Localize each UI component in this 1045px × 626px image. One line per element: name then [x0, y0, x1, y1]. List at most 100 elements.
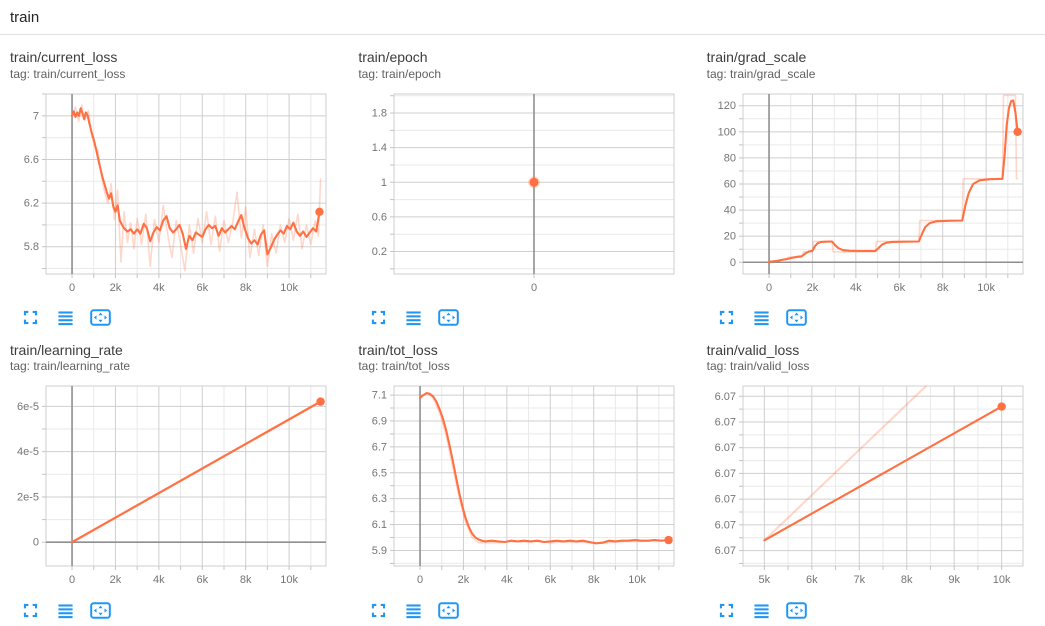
fullscreen-button[interactable] — [19, 308, 41, 328]
chart-plot[interactable]: 00.20.611.41.8 — [350, 88, 683, 300]
svg-text:0: 0 — [531, 282, 537, 294]
svg-text:4k: 4k — [153, 282, 165, 294]
svg-text:0: 0 — [730, 256, 736, 268]
chart-card-current-loss: train/current_loss tag: train/current_lo… — [0, 47, 348, 334]
chart-title: train/valid_loss — [707, 342, 1045, 360]
svg-text:6.07: 6.07 — [714, 494, 735, 506]
svg-text:80: 80 — [723, 152, 735, 164]
chart-toolbar — [0, 592, 348, 626]
svg-text:10k: 10k — [629, 574, 647, 586]
svg-text:20: 20 — [723, 230, 735, 242]
fullscreen-icon — [370, 309, 387, 326]
fit-domain-to-data-button[interactable] — [437, 308, 459, 328]
svg-text:5.9: 5.9 — [372, 545, 387, 557]
svg-text:6.7: 6.7 — [372, 441, 387, 453]
chart-tag: tag: train/grad_scale — [707, 67, 1045, 82]
chart-toolbar — [697, 592, 1045, 626]
fit-domain-to-data-button[interactable] — [786, 600, 808, 620]
svg-text:6.1: 6.1 — [372, 519, 387, 531]
chart-toolbar — [348, 592, 696, 626]
toggle-runs-button[interactable] — [751, 600, 773, 620]
fullscreen-button[interactable] — [716, 308, 738, 328]
toggle-runs-button[interactable] — [751, 308, 773, 328]
svg-text:2k: 2k — [458, 574, 470, 586]
chart-toolbar — [697, 300, 1045, 334]
svg-text:6.5: 6.5 — [372, 467, 387, 479]
fullscreen-button[interactable] — [367, 600, 389, 620]
chart-title: train/epoch — [358, 49, 696, 67]
toggle-runs-button[interactable] — [54, 600, 76, 620]
chart-card-tot-loss: train/tot_loss tag: train/tot_loss 0 2k 4k… — [348, 340, 696, 626]
svg-text:0: 0 — [69, 574, 75, 586]
fit-domain-to-data-button[interactable] — [437, 600, 459, 620]
svg-text:6k: 6k — [893, 282, 905, 294]
svg-text:5.8: 5.8 — [24, 241, 39, 253]
svg-text:7k: 7k — [853, 574, 865, 586]
chart-tag: tag: train/tot_loss — [358, 359, 696, 374]
svg-text:0.6: 0.6 — [372, 211, 387, 223]
svg-text:6.07: 6.07 — [714, 391, 735, 403]
fit-domain-to-data-button[interactable] — [786, 308, 808, 328]
chart-title: train/current_loss — [10, 49, 348, 67]
svg-text:7: 7 — [33, 110, 39, 122]
fullscreen-button[interactable] — [716, 600, 738, 620]
overscan-icon — [786, 309, 807, 326]
svg-text:2k: 2k — [806, 282, 818, 294]
chart-title: train/grad_scale — [707, 49, 1045, 67]
svg-text:10k: 10k — [977, 282, 995, 294]
chart-toolbar — [0, 300, 348, 334]
svg-text:0: 0 — [33, 537, 39, 549]
svg-text:6.07: 6.07 — [714, 468, 735, 480]
reorder-lines-icon — [753, 309, 770, 326]
chart-tag: tag: train/current_loss — [10, 67, 348, 82]
toggle-runs-button[interactable] — [402, 308, 424, 328]
svg-text:2k: 2k — [110, 282, 122, 294]
fullscreen-icon — [22, 602, 39, 619]
svg-text:6e-5: 6e-5 — [17, 401, 39, 413]
toggle-runs-button[interactable] — [402, 600, 424, 620]
chart-card-learning-rate: train/learning_rate tag: train/learning_… — [0, 340, 348, 626]
svg-text:6.6: 6.6 — [24, 153, 39, 165]
chart-tag: tag: train/learning_rate — [10, 359, 348, 374]
svg-text:6k: 6k — [196, 282, 208, 294]
reorder-lines-icon — [405, 602, 422, 619]
fullscreen-icon — [718, 309, 735, 326]
svg-text:6k: 6k — [545, 574, 557, 586]
chart-tag: tag: train/valid_loss — [707, 359, 1045, 374]
svg-text:4e-5: 4e-5 — [17, 446, 39, 458]
fullscreen-button[interactable] — [19, 600, 41, 620]
svg-text:6.07: 6.07 — [714, 545, 735, 557]
svg-text:1.4: 1.4 — [372, 142, 387, 154]
svg-text:0.2: 0.2 — [372, 246, 387, 258]
svg-text:6.3: 6.3 — [372, 493, 387, 505]
fit-domain-to-data-button[interactable] — [89, 308, 111, 328]
chart-title: train/tot_loss — [358, 342, 696, 360]
fullscreen-icon — [22, 309, 39, 326]
overscan-icon — [90, 602, 111, 619]
toggle-runs-button[interactable] — [54, 308, 76, 328]
chart-card-valid-loss: train/valid_loss tag: train/valid_loss 5… — [697, 340, 1045, 626]
svg-text:2e-5: 2e-5 — [17, 491, 39, 503]
svg-text:8k: 8k — [240, 282, 252, 294]
chart-card-grad-scale: train/grad_scale tag: train/grad_scale 0… — [697, 47, 1045, 334]
svg-text:4k: 4k — [850, 282, 862, 294]
fullscreen-button[interactable] — [367, 308, 389, 328]
fullscreen-icon — [718, 602, 735, 619]
run-group-header: train — [0, 0, 1045, 35]
fit-domain-to-data-button[interactable] — [89, 600, 111, 620]
chart-tag: tag: train/epoch — [358, 67, 696, 82]
svg-text:5k: 5k — [758, 574, 770, 586]
svg-text:4k: 4k — [501, 574, 513, 586]
svg-text:6.07: 6.07 — [714, 442, 735, 454]
svg-text:0: 0 — [417, 574, 423, 586]
svg-text:1.8: 1.8 — [372, 107, 387, 119]
svg-text:60: 60 — [723, 178, 735, 190]
svg-text:8k: 8k — [240, 574, 252, 586]
svg-text:6k: 6k — [806, 574, 818, 586]
